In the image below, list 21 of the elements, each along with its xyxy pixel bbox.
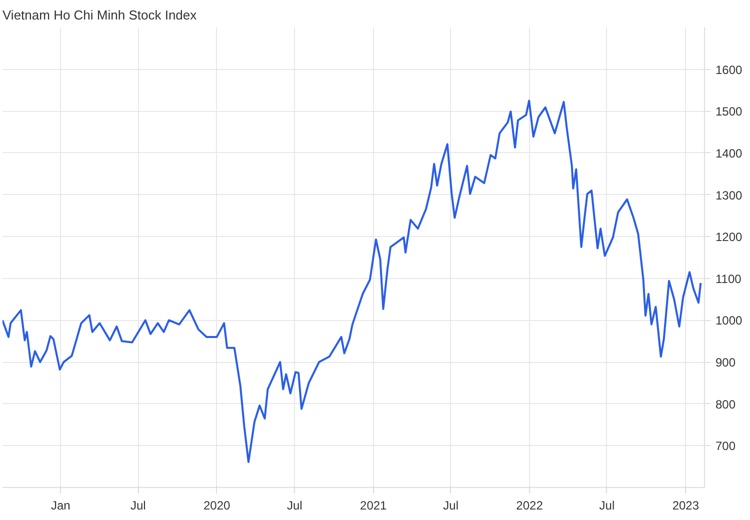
y-tick-label: 1000: [716, 314, 743, 328]
line-series: [2, 100, 702, 463]
x-tick-label: 2020: [203, 498, 230, 512]
x-tick-label: Jan: [51, 498, 70, 512]
y-tick-label: 1500: [716, 104, 743, 119]
x-tick-label: Jul: [443, 498, 458, 512]
y-tick-label: 1200: [716, 230, 743, 244]
y-tick-label: 900: [716, 356, 736, 370]
x-tick-label: Jul: [599, 498, 615, 512]
x-tick-label: 2023: [672, 498, 700, 512]
y-tick-label: 700: [716, 439, 736, 454]
x-tick-label: Jul: [130, 498, 146, 512]
y-tick-label: 1400: [716, 146, 743, 160]
x-tick-label: 2021: [360, 498, 388, 512]
x-tick-label: Jul: [287, 498, 302, 512]
x-tick-label: 2022: [516, 498, 544, 512]
y-tick-label: 800: [716, 397, 736, 412]
y-tick-label: 1600: [716, 62, 743, 77]
chart-title: Vietnam Ho Chi Minh Stock Index: [2, 8, 198, 22]
y-tick-label: 1300: [716, 188, 743, 202]
y-tick-label: 1100: [716, 272, 742, 286]
